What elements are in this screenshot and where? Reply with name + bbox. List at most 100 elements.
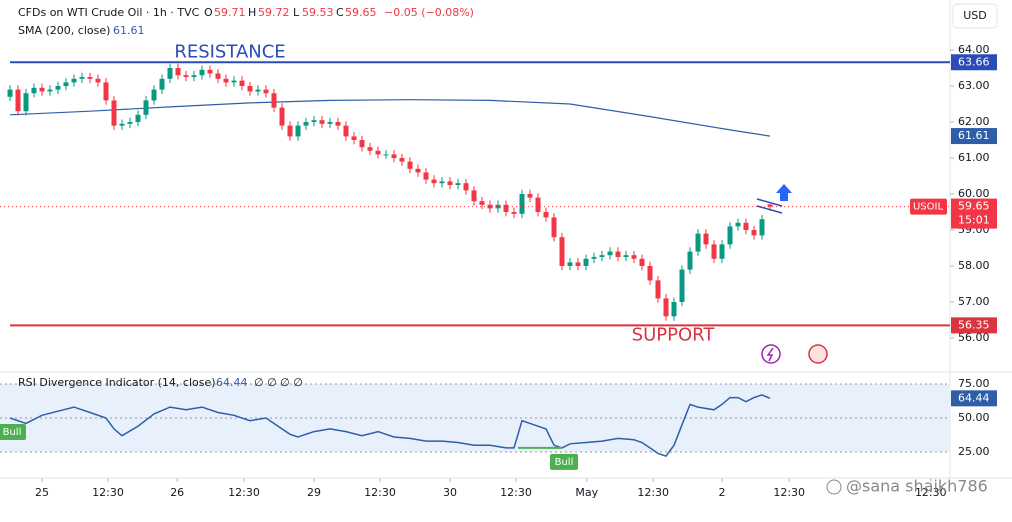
candle-body: [631, 255, 637, 259]
candle-body: [119, 123, 125, 126]
candle-body: [175, 68, 181, 76]
x-tick-label: 12:30: [637, 486, 669, 499]
candle-body: [583, 258, 589, 266]
y-tick-label: 57.00: [958, 295, 990, 308]
candle-body: [487, 204, 493, 209]
sma-name: SMA (200, close): [18, 24, 110, 37]
candle-body: [687, 251, 693, 270]
candle-body: [543, 211, 549, 218]
candle-body: [511, 211, 517, 214]
ohlc-l-value: 59.53: [302, 6, 334, 19]
bull-label: Bull: [3, 427, 22, 438]
ohlc-c: C: [336, 6, 344, 19]
candle-body: [695, 233, 701, 252]
candle-body: [567, 262, 573, 266]
level-tag-label: 63.66: [958, 55, 990, 68]
candle-body: [31, 87, 37, 94]
candle-body: [23, 93, 29, 112]
candle-body: [47, 89, 53, 92]
candle-body: [55, 86, 61, 90]
candle-body: [303, 122, 309, 126]
channel-line: [756, 198, 783, 207]
flag-icon[interactable]: [808, 344, 828, 364]
currency-button[interactable]: [952, 3, 998, 29]
candle-body: [231, 80, 237, 83]
symbol: CFDs on WTI Crude Oil · 1h · TVC: [18, 6, 200, 19]
candle-body: [615, 251, 621, 257]
x-tick-label: 25: [35, 486, 49, 499]
y-tick-label: 62.00: [958, 115, 990, 128]
candle-body: [375, 150, 381, 155]
candle-body: [183, 75, 189, 78]
candle-body: [271, 93, 277, 108]
ohlc-o: O: [204, 6, 213, 19]
level-tag: [951, 317, 997, 334]
candle-body: [7, 89, 13, 97]
candle-body: [263, 89, 269, 94]
price-tag: [951, 198, 997, 229]
x-tick-label: 12:30: [364, 486, 396, 499]
watermark: @sana shaikh786: [846, 477, 988, 496]
candle-body: [663, 298, 669, 317]
y-tick-label: 60.00: [958, 187, 990, 200]
candle-body: [63, 82, 69, 87]
candle-body: [423, 172, 429, 180]
candle-body: [239, 80, 245, 87]
bull-label-box: [0, 423, 26, 440]
candle-body: [351, 136, 357, 141]
candle-body: [519, 193, 525, 214]
candle-body: [87, 77, 93, 79]
ohlc-o-value: 59.71: [214, 6, 246, 19]
candle-body: [559, 237, 565, 266]
level-tag-label: 56.35: [958, 318, 990, 331]
x-tick-label: 2: [719, 486, 726, 499]
x-tick-label: 12:30: [773, 486, 805, 499]
candle-body: [287, 125, 293, 137]
candle-body: [471, 190, 477, 202]
candle-body: [247, 86, 253, 92]
candle-body: [391, 154, 397, 159]
candle-body: [343, 125, 349, 137]
candle-body: [399, 158, 405, 162]
event-icon[interactable]: [761, 344, 781, 364]
rsi-value-tag: [951, 390, 997, 407]
sma-tag-label: 61.61: [958, 129, 990, 142]
candle-body: [535, 197, 541, 212]
ohlc-h: H: [248, 6, 256, 19]
bull-label: Bull: [555, 457, 574, 468]
candle-body: [479, 201, 485, 205]
candle-body: [647, 265, 653, 281]
ohlc-l: L: [293, 6, 300, 19]
candle-body: [207, 69, 213, 74]
candle-body: [759, 219, 765, 236]
candle-body: [439, 181, 445, 184]
x-tick-label: May: [575, 486, 598, 499]
candle-body: [743, 222, 749, 230]
ohlc-c-value: 59.65: [345, 6, 377, 19]
candle-body: [15, 89, 21, 112]
sma-tag: [951, 128, 997, 145]
x-tick-label: 12:30: [228, 486, 260, 499]
level-name: RESISTANCE: [174, 41, 285, 62]
candle-body: [71, 78, 77, 83]
change: −0.05 (−0.08%): [384, 6, 474, 19]
candle-body: [767, 204, 773, 207]
candle-body: [279, 107, 285, 126]
sma-line: [9, 99, 771, 137]
candle-body: [711, 244, 717, 259]
candle-body: [455, 183, 461, 185]
channel-line: [756, 205, 783, 214]
currency[interactable]: USD: [963, 9, 987, 22]
bull-label-box: [550, 453, 578, 470]
candle-body: [199, 69, 205, 76]
symbol-tag: [910, 198, 947, 215]
symbol-tag-label: USOIL: [913, 202, 943, 213]
candle-body: [655, 280, 661, 299]
x-tick-label: 12:30: [92, 486, 124, 499]
candle-body: [151, 89, 157, 101]
y-tick-label: 61.00: [958, 151, 990, 164]
ohlc-h-value: 59.72: [258, 6, 290, 19]
candle-body: [327, 122, 333, 124]
sma-value: 61.61: [113, 24, 145, 37]
candle-body: [127, 122, 133, 124]
